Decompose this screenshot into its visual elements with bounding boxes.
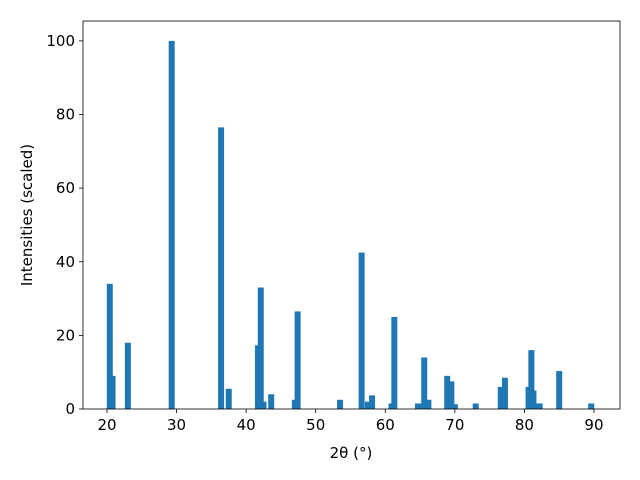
x-tick-label: 90 xyxy=(584,416,603,434)
bar xyxy=(364,401,371,409)
bar xyxy=(260,401,267,409)
bar xyxy=(533,403,540,409)
bar xyxy=(225,388,232,409)
bar xyxy=(536,403,543,409)
x-tick-label: 20 xyxy=(97,416,116,434)
x-tick-label: 30 xyxy=(167,416,186,434)
bar xyxy=(106,283,113,409)
y-tick-label: 20 xyxy=(56,326,75,344)
bar xyxy=(588,403,595,409)
bar xyxy=(168,40,175,409)
x-tick-label: 80 xyxy=(515,416,534,434)
bar xyxy=(337,399,344,409)
bar xyxy=(369,395,376,409)
bar xyxy=(294,311,301,409)
bar xyxy=(448,381,455,409)
y-axis-label: Intensities (scaled) xyxy=(18,144,36,286)
x-tick-label: 70 xyxy=(445,416,464,434)
bar xyxy=(530,390,537,409)
bar xyxy=(421,357,428,409)
bar xyxy=(451,404,458,409)
bar xyxy=(497,386,504,409)
plot-frame xyxy=(82,20,621,410)
bar xyxy=(218,127,225,410)
y-tick-label: 60 xyxy=(56,179,75,197)
y-tick-label: 80 xyxy=(56,106,75,124)
bar xyxy=(417,403,424,409)
bar xyxy=(528,350,535,409)
bar xyxy=(425,399,432,409)
y-tick-label: 0 xyxy=(65,400,75,418)
bar xyxy=(472,403,479,409)
bar xyxy=(444,375,451,409)
bar xyxy=(358,252,365,409)
x-tick-label: 50 xyxy=(306,416,325,434)
bar xyxy=(501,377,508,409)
x-tick-label: 40 xyxy=(237,416,256,434)
bar xyxy=(268,394,275,409)
bar xyxy=(109,375,116,409)
bar xyxy=(124,342,131,409)
x-tick-label: 60 xyxy=(376,416,395,434)
bar xyxy=(556,371,563,409)
bar xyxy=(257,287,264,409)
x-axis-label: 2θ (°) xyxy=(330,444,373,462)
bar xyxy=(391,316,398,409)
y-tick-label: 100 xyxy=(46,32,75,50)
y-tick-label: 40 xyxy=(56,253,75,271)
